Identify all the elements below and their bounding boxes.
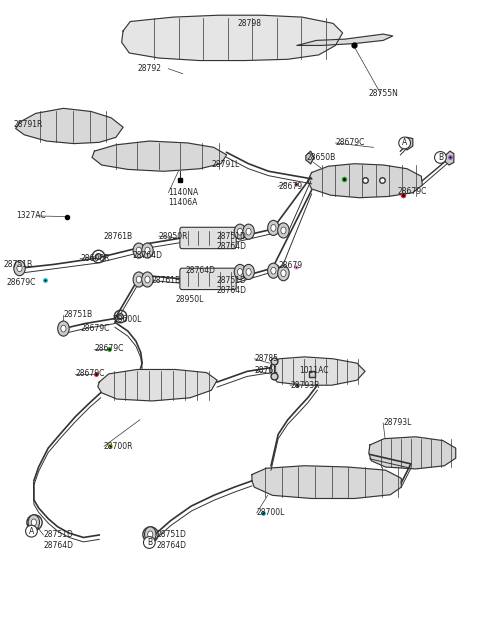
Circle shape <box>243 264 254 279</box>
Circle shape <box>142 272 153 287</box>
Text: 28650B: 28650B <box>307 153 336 162</box>
Text: 28764D: 28764D <box>43 540 73 550</box>
Circle shape <box>278 265 289 281</box>
Circle shape <box>148 531 153 538</box>
Text: 28764D: 28764D <box>185 265 215 274</box>
Circle shape <box>17 265 22 272</box>
Text: 28764D: 28764D <box>132 251 163 260</box>
Text: 28600L: 28600L <box>114 315 142 324</box>
Text: 28792: 28792 <box>137 64 161 73</box>
Circle shape <box>136 276 142 283</box>
Circle shape <box>271 224 276 231</box>
Text: 11406A: 11406A <box>168 198 198 207</box>
Text: 28679C: 28679C <box>336 138 365 147</box>
Text: 28679: 28679 <box>278 182 302 191</box>
Text: 28791L: 28791L <box>211 160 240 169</box>
Circle shape <box>268 221 279 236</box>
Text: 1140NA: 1140NA <box>168 188 199 197</box>
Circle shape <box>14 260 25 276</box>
Circle shape <box>281 227 286 234</box>
Circle shape <box>142 243 153 258</box>
Text: 28679C: 28679C <box>80 324 109 333</box>
FancyBboxPatch shape <box>180 228 236 248</box>
Circle shape <box>234 224 246 240</box>
Text: 28761B: 28761B <box>152 276 181 284</box>
Text: 28700L: 28700L <box>257 509 285 518</box>
Text: 28751D: 28751D <box>43 530 73 540</box>
Text: 28785: 28785 <box>254 355 278 363</box>
Circle shape <box>243 224 254 240</box>
Text: 28761B: 28761B <box>104 231 133 241</box>
Polygon shape <box>402 137 413 150</box>
Circle shape <box>278 223 289 238</box>
Circle shape <box>268 263 279 278</box>
Text: 28751D: 28751D <box>216 276 246 284</box>
Text: 28764D: 28764D <box>216 286 246 295</box>
Text: B: B <box>147 538 152 547</box>
Polygon shape <box>306 151 314 164</box>
Text: 28755N: 28755N <box>369 89 399 99</box>
Text: 28751B: 28751B <box>4 260 33 269</box>
Circle shape <box>133 272 144 287</box>
Text: 28600R: 28600R <box>80 254 109 264</box>
Polygon shape <box>252 466 401 499</box>
Text: 28793L: 28793L <box>383 418 411 427</box>
Polygon shape <box>271 357 365 386</box>
Text: 1327AC: 1327AC <box>16 212 45 221</box>
Circle shape <box>238 228 242 235</box>
Polygon shape <box>16 108 123 143</box>
Text: 28679C: 28679C <box>95 344 124 353</box>
Polygon shape <box>92 141 227 171</box>
Circle shape <box>133 243 144 258</box>
Text: 28761: 28761 <box>254 366 278 375</box>
Circle shape <box>281 270 286 277</box>
FancyBboxPatch shape <box>180 268 236 289</box>
Text: 28950R: 28950R <box>159 231 188 241</box>
Polygon shape <box>369 437 456 469</box>
Text: A: A <box>29 526 34 536</box>
Text: A: A <box>402 138 407 147</box>
Text: 28679C: 28679C <box>6 277 36 286</box>
Circle shape <box>144 527 156 542</box>
Text: 28764D: 28764D <box>156 540 187 550</box>
Circle shape <box>238 269 242 276</box>
Circle shape <box>58 321 69 336</box>
Polygon shape <box>121 15 343 61</box>
Text: 28679C: 28679C <box>397 187 427 196</box>
Text: 1011AC: 1011AC <box>300 366 329 375</box>
Circle shape <box>31 519 36 526</box>
Text: 28700R: 28700R <box>104 442 133 451</box>
Circle shape <box>246 228 251 235</box>
Text: 28751D: 28751D <box>216 231 246 241</box>
Circle shape <box>61 325 66 332</box>
Circle shape <box>28 515 39 530</box>
Text: 28798: 28798 <box>238 19 262 28</box>
Circle shape <box>271 267 276 274</box>
Text: 28751D: 28751D <box>156 530 186 540</box>
Circle shape <box>246 269 251 276</box>
Polygon shape <box>445 151 454 165</box>
Circle shape <box>145 247 150 254</box>
Text: 28751B: 28751B <box>63 310 93 319</box>
Text: 28764D: 28764D <box>216 241 246 251</box>
Polygon shape <box>297 34 393 46</box>
Circle shape <box>145 276 150 283</box>
Text: 28950L: 28950L <box>176 295 204 303</box>
Text: B: B <box>438 153 443 162</box>
Text: 28793R: 28793R <box>290 380 320 390</box>
Text: 28791R: 28791R <box>13 120 43 129</box>
Circle shape <box>234 264 246 279</box>
Polygon shape <box>98 370 217 401</box>
Text: 28679: 28679 <box>278 261 302 270</box>
Text: 28679C: 28679C <box>75 369 105 379</box>
Polygon shape <box>308 164 422 198</box>
Circle shape <box>136 247 142 254</box>
